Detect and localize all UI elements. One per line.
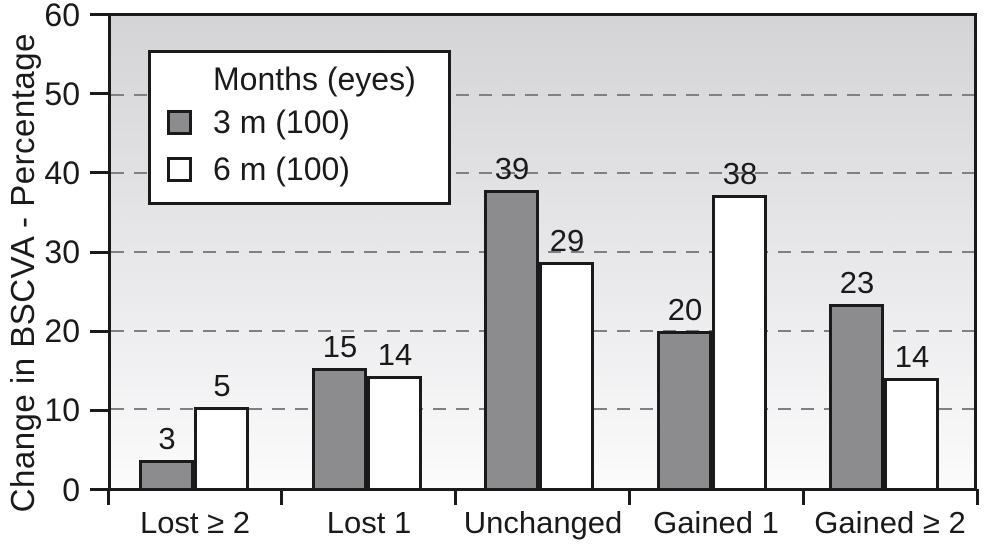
legend-item-6m: 6 m (100) xyxy=(167,146,448,193)
y-axis-title: Change in BSCVA - Percentage xyxy=(2,0,44,546)
x-tick-5 xyxy=(976,489,979,505)
bar-3m-5 xyxy=(829,304,884,488)
bar-value-label-3m-1: 3 xyxy=(158,421,176,456)
y-tick-60 xyxy=(90,13,108,16)
legend-item-3m: 3 m (100) xyxy=(167,99,448,146)
bar-3m-4 xyxy=(657,331,712,488)
y-tick-20 xyxy=(90,330,108,333)
legend-title: Months (eyes) xyxy=(213,61,416,97)
legend-swatch-6m-icon xyxy=(167,157,192,182)
x-category-label-1: Lost ≥ 2 xyxy=(139,505,251,540)
y-tick-30 xyxy=(90,251,108,254)
bar-3m-3 xyxy=(484,190,539,488)
y-tick-10 xyxy=(90,409,108,412)
gridline-50 xyxy=(111,94,974,96)
bar-value-label-3m-2: 15 xyxy=(322,329,358,364)
bar-value-label-6m-1: 5 xyxy=(213,368,231,403)
x-tick-2 xyxy=(454,489,457,505)
bar-value-label-6m-4: 38 xyxy=(722,156,758,191)
bar-value-label-6m-5: 14 xyxy=(894,339,930,374)
bar-value-label-3m-5: 23 xyxy=(839,265,875,300)
bar-6m-3 xyxy=(539,262,594,488)
x-tick-1 xyxy=(280,489,283,505)
y-tick-40 xyxy=(90,171,108,174)
bar-6m-5 xyxy=(884,378,939,488)
x-category-label-5: Gained ≥ 2 xyxy=(814,505,966,540)
gridline-30 xyxy=(111,251,974,253)
legend-swatch-3m-icon xyxy=(167,110,192,135)
bar-value-label-6m-2: 14 xyxy=(377,337,413,372)
y-tick-50 xyxy=(90,92,108,95)
x-category-label-2: Lost 1 xyxy=(326,505,412,540)
legend-label-6m: 6 m (100) xyxy=(213,151,350,187)
bar-6m-4 xyxy=(712,195,767,488)
bar-value-label-3m-3: 39 xyxy=(494,151,530,186)
legend: Months (eyes) 3 m (100) 6 m (100) xyxy=(148,50,451,205)
bar-6m-2 xyxy=(367,376,422,488)
bar-value-label-3m-4: 20 xyxy=(667,292,703,327)
y-tick-0 xyxy=(90,488,108,491)
bar-value-label-6m-3: 29 xyxy=(549,223,585,258)
gridline-40 xyxy=(111,172,974,174)
bar-3m-1 xyxy=(139,460,194,488)
plot-area: 3 15 39 20 23 5 14 29 38 14 xyxy=(108,13,977,491)
bar-6m-1 xyxy=(194,407,249,488)
x-category-label-3: Unchanged xyxy=(463,505,623,540)
bar-3m-2 xyxy=(312,368,367,488)
x-category-label-4: Gained 1 xyxy=(653,505,779,540)
x-tick-4 xyxy=(802,489,805,505)
legend-label-3m: 3 m (100) xyxy=(213,104,350,140)
x-tick-0 xyxy=(107,489,110,505)
x-tick-3 xyxy=(628,489,631,505)
y-axis-title-text: Change in BSCVA - Percentage xyxy=(4,33,41,513)
